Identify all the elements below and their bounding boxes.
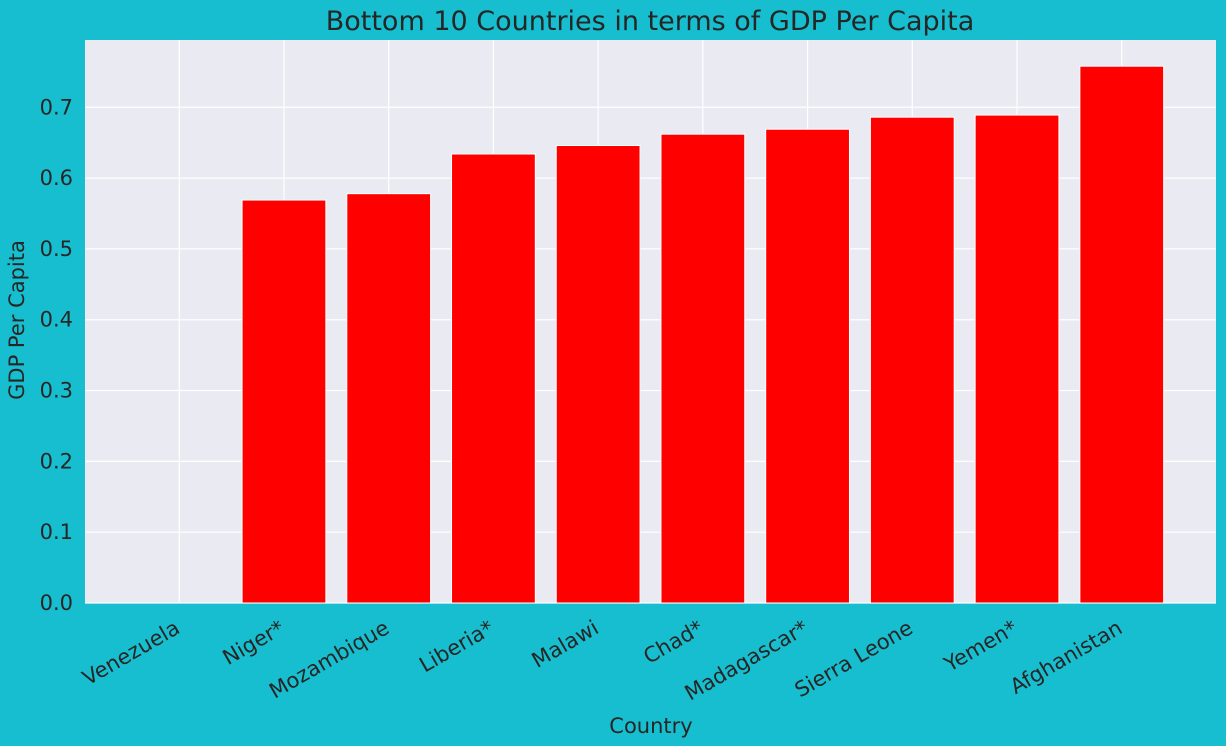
y-tick-label: 0.6 (40, 166, 73, 190)
bar-mozambique (346, 193, 432, 604)
bar-liberia (451, 153, 536, 604)
x-axis-title: Country (609, 714, 692, 738)
y-axis-ticks: 0.0 0.1 0.2 0.3 0.4 0.5 0.6 0.7 (40, 95, 73, 615)
y-tick-label: 0.3 (40, 379, 73, 403)
bar-sierra-leone (869, 116, 955, 604)
bars (241, 65, 1165, 604)
y-axis-title: GDP Per Capita (5, 240, 29, 400)
bar-yemen (974, 114, 1060, 604)
y-tick-label: 0.4 (40, 308, 73, 332)
bar-chad (660, 133, 746, 604)
bar-madagascar (765, 128, 850, 604)
y-tick-label: 0.1 (40, 520, 73, 544)
y-tick-label: 0.7 (40, 95, 73, 119)
bar-niger (241, 199, 327, 604)
chart-title: Bottom 10 Countries in terms of GDP Per … (326, 6, 975, 37)
y-tick-label: 0.0 (40, 591, 73, 615)
bar-afghanistan (1079, 65, 1165, 604)
bar-malawi (555, 145, 641, 604)
y-tick-label: 0.2 (40, 449, 73, 473)
y-tick-label: 0.5 (40, 237, 73, 261)
